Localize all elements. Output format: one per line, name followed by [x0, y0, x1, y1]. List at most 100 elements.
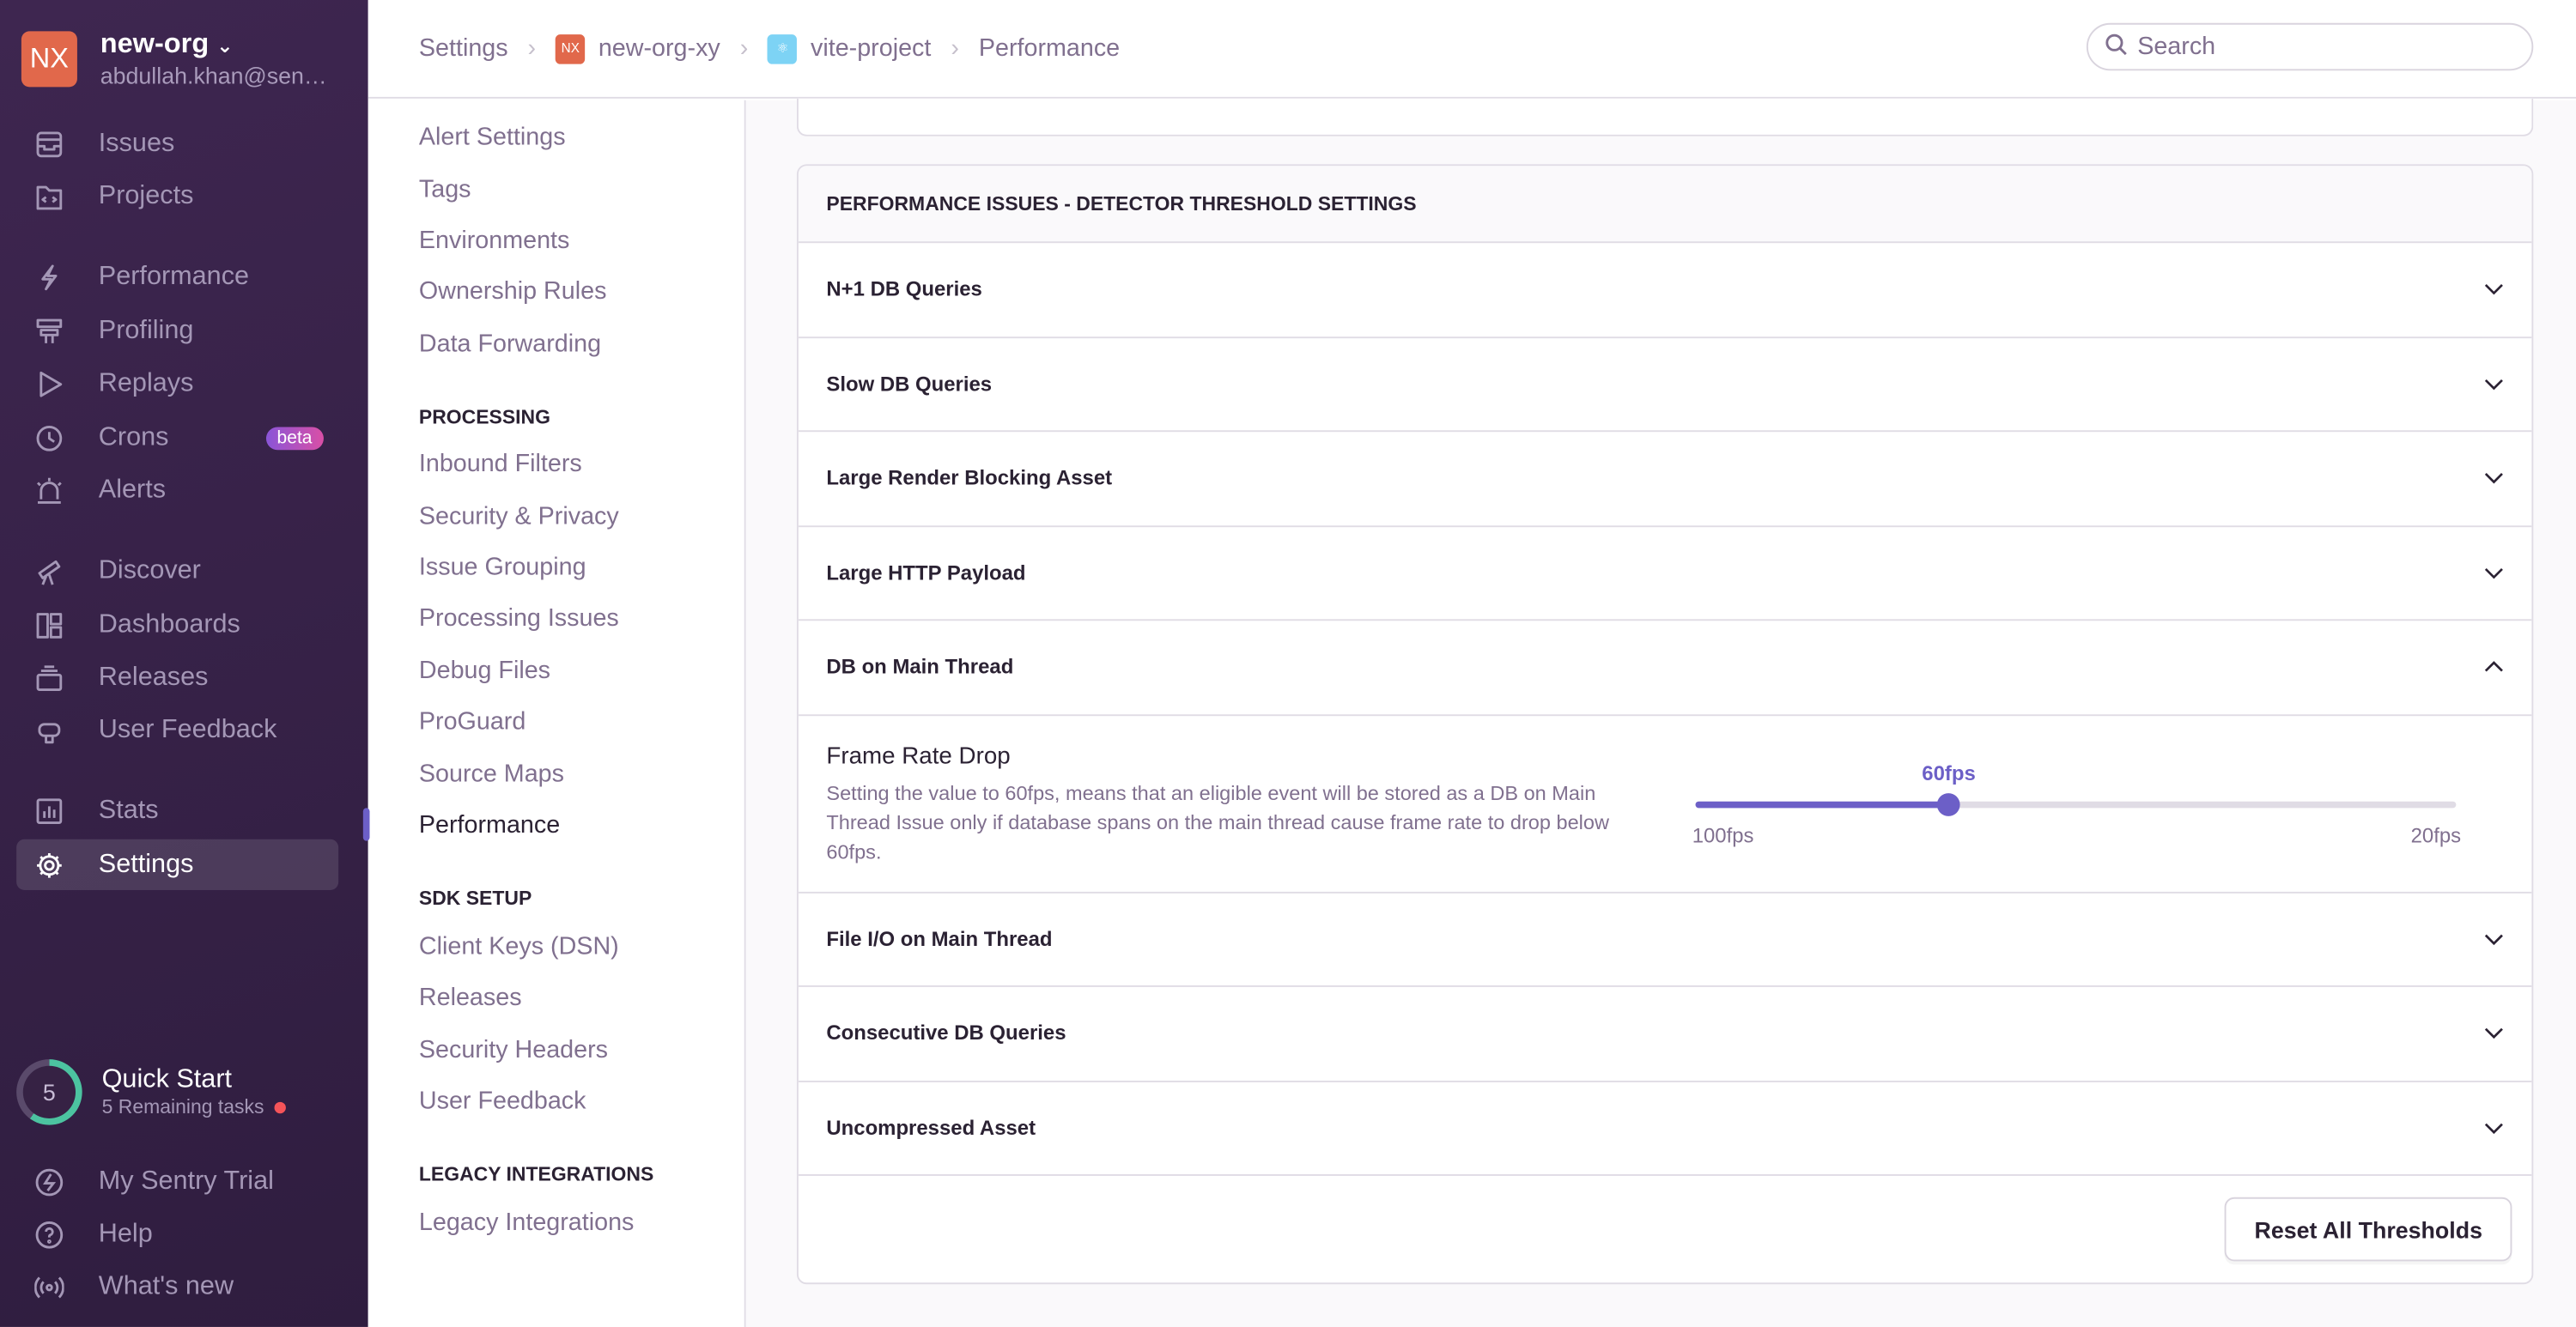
telescope-icon — [33, 554, 65, 587]
subnav-item[interactable]: User Feedback — [418, 1087, 586, 1116]
subnav-item[interactable]: Environments — [418, 227, 570, 255]
subnav-item[interactable]: Security Headers — [418, 1036, 609, 1064]
detector-row[interactable]: Uncompressed Asset — [798, 1082, 2532, 1176]
beta-badge: beta — [265, 426, 324, 450]
breadcrumb-project[interactable]: ⚛ vite-project — [768, 33, 932, 64]
nav-label: Performance — [98, 262, 250, 290]
nav-alerts[interactable]: Alerts — [16, 464, 338, 515]
section-heading: SDK SETUP — [418, 887, 532, 910]
nav-label: Help — [98, 1219, 153, 1248]
sidebar: NX new-org ⌄ abdullah.khan@sen… Issues Pr… — [0, 0, 368, 1327]
search-input[interactable]: Search — [2086, 22, 2534, 71]
nav-whats-new[interactable]: What's new — [16, 1261, 338, 1312]
detector-name: Large HTTP Payload — [826, 560, 1026, 585]
nav-crons[interactable]: Crons beta — [16, 412, 338, 463]
detector-name: DB on Main Thread — [826, 655, 1014, 679]
detector-name: N+1 DB Queries — [826, 277, 982, 301]
breadcrumb-label: vite-project — [811, 34, 932, 63]
nav-profiling[interactable]: Profiling — [16, 306, 338, 356]
subnav-item[interactable]: ProGuard — [418, 707, 526, 736]
breadcrumb: Settings › NX new-org-xy › ⚛ vite-project › P… — [368, 0, 2576, 99]
nav-releases[interactable]: Releases — [16, 652, 338, 703]
lightning-icon — [33, 260, 65, 293]
section-heading: PROCESSING — [418, 405, 550, 429]
react-icon: ⚛ — [768, 33, 798, 64]
chevron-down-icon[interactable] — [2482, 561, 2506, 585]
nav-my-sentry-trial[interactable]: My Sentry Trial — [16, 1156, 338, 1207]
subnav-item[interactable]: Inbound Filters — [418, 450, 582, 478]
subnav-item[interactable]: Legacy Integrations — [418, 1209, 635, 1237]
detector-name: Large Render Blocking Asset — [826, 466, 1113, 490]
slider-max-label: 20fps — [2410, 823, 2462, 847]
subnav-item[interactable]: Tags — [418, 175, 471, 204]
breadcrumb-settings[interactable]: Settings — [418, 34, 508, 63]
nav-projects[interactable]: Projects — [16, 171, 338, 221]
nav-label: Dashboards — [98, 609, 240, 639]
frame-rate-slider[interactable]: 60fps 100fps 20fps — [1692, 761, 2461, 846]
chevron-down-icon[interactable] — [2482, 278, 2506, 301]
chevron-right-icon: › — [951, 34, 959, 63]
chevron-down-icon[interactable] — [2482, 1022, 2506, 1045]
nav-label: My Sentry Trial — [98, 1166, 274, 1195]
detector-row[interactable]: Consecutive DB Queries — [798, 987, 2532, 1082]
subnav-item[interactable]: Issue Grouping — [418, 553, 586, 582]
nav-replays[interactable]: Replays — [16, 358, 338, 409]
nav-dashboards[interactable]: Dashboards — [16, 599, 338, 650]
quick-start[interactable]: 5 Quick Start 5 Remaining tasks — [16, 1059, 286, 1125]
subnav-item[interactable]: Debug Files — [418, 657, 551, 685]
subnav-item[interactable]: Client Keys (DSN) — [418, 932, 619, 961]
chevron-down-icon[interactable] — [2482, 373, 2506, 396]
subnav-item[interactable]: Releases — [418, 984, 522, 1012]
nav-help[interactable]: Help — [16, 1209, 338, 1259]
reset-all-thresholds-button[interactable]: Reset All Thresholds — [2225, 1197, 2512, 1262]
subnav-item[interactable]: Processing Issues — [418, 604, 619, 633]
inbox-icon — [33, 127, 65, 160]
detector-name: Consecutive DB Queries — [826, 1021, 1066, 1045]
subnav-item[interactable]: Source Maps — [418, 760, 564, 789]
frame-rate-drop-setting: Frame Rate Drop Setting the value to 60f… — [798, 715, 2532, 893]
siren-icon — [33, 474, 65, 506]
org-avatar-small: NX — [556, 33, 586, 64]
gear-icon — [33, 848, 65, 881]
chevron-down-icon[interactable] — [2482, 928, 2506, 951]
org-name: new-org — [100, 27, 210, 59]
breadcrumb-org[interactable]: NX new-org-xy — [556, 33, 720, 64]
chevron-up-icon[interactable] — [2482, 656, 2506, 679]
subnav-item[interactable]: Performance — [418, 811, 561, 839]
subnav-item[interactable]: Alert Settings — [418, 123, 566, 152]
nav-settings[interactable]: Settings — [16, 839, 339, 891]
detector-row[interactable]: DB on Main Thread — [798, 621, 2532, 716]
detector-name: File I/O on Main Thread — [826, 927, 1053, 951]
detector-row[interactable]: Large Render Blocking Asset — [798, 432, 2532, 527]
detector-row[interactable]: File I/O on Main Thread — [798, 893, 2532, 987]
detector-row[interactable]: Slow DB Queries — [798, 337, 2532, 433]
section-heading: LEGACY INTEGRATIONS — [418, 1162, 654, 1186]
play-icon — [33, 367, 65, 400]
quick-start-subtitle: 5 Remaining tasks — [101, 1095, 264, 1118]
bar-chart-icon — [33, 794, 65, 827]
notification-dot — [273, 1101, 286, 1114]
chevron-down-icon: ⌄ — [216, 34, 234, 58]
subnav-item[interactable]: Security & Privacy — [418, 502, 619, 530]
slider-thumb[interactable] — [1937, 792, 1960, 815]
slider-value: 60fps — [1922, 760, 1976, 785]
chevron-down-icon[interactable] — [2482, 1117, 2506, 1140]
active-indicator — [362, 808, 370, 841]
subnav-item[interactable]: Ownership Rules — [418, 277, 607, 306]
stack-icon — [33, 661, 65, 694]
nav-performance[interactable]: Performance — [16, 251, 338, 302]
chevron-down-icon[interactable] — [2482, 467, 2506, 490]
nav-user-feedback[interactable]: User Feedback — [16, 705, 338, 755]
quick-start-count: 5 — [22, 1065, 76, 1118]
subnav-item[interactable]: Data Forwarding — [418, 330, 602, 359]
breadcrumb-label: new-org-xy — [598, 34, 720, 63]
nav-issues[interactable]: Issues — [16, 118, 338, 169]
nav-stats[interactable]: Stats — [16, 785, 338, 836]
org-switcher[interactable]: NX new-org ⌄ abdullah.khan@sen… — [21, 27, 327, 88]
detector-row[interactable]: N+1 DB Queries — [798, 243, 2532, 338]
setting-description: Setting the value to 60fps, means that a… — [826, 780, 1609, 863]
settings-subnav: Alert Settings Tags Environments Ownership … — [362, 100, 746, 1327]
nav-discover[interactable]: Discover — [16, 545, 338, 596]
detector-name: Uncompressed Asset — [826, 1116, 1036, 1140]
detector-row[interactable]: Large HTTP Payload — [798, 526, 2532, 621]
